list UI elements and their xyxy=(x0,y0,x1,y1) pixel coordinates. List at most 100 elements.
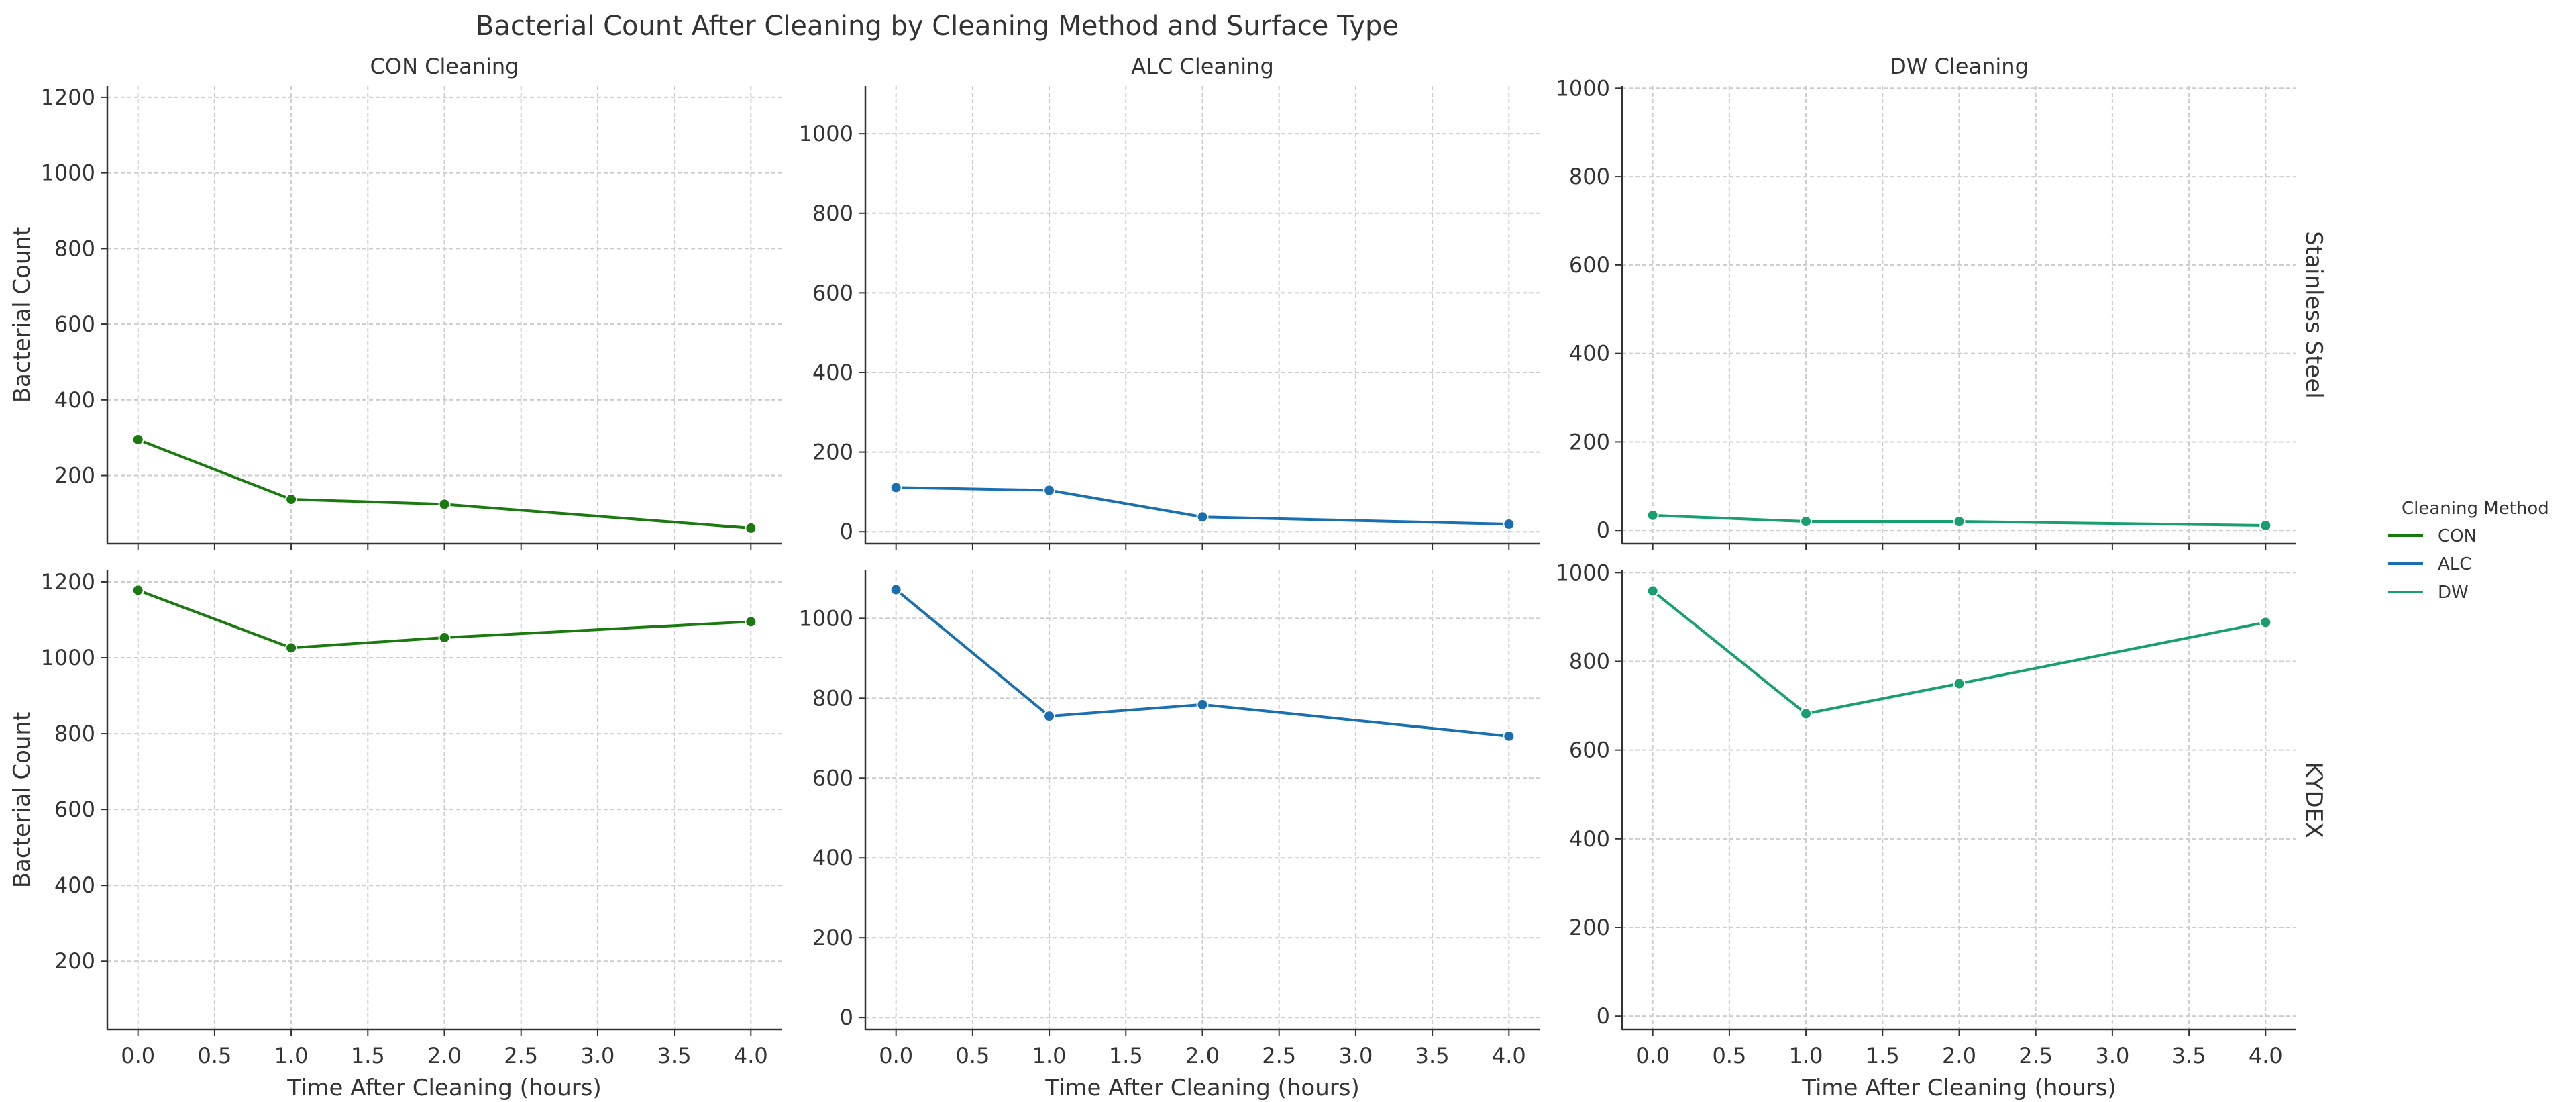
chart-title: Bacterial Count After Cleaning by Cleani… xyxy=(476,11,1399,42)
facet-panel: 0.0 0.5 1.0 1.5 2.0 2.5 3.0 3.5 4.0 200 400 600 800 1… xyxy=(9,569,782,1101)
y-tick-label: 600 xyxy=(812,765,853,791)
data-point xyxy=(131,434,144,446)
data-point xyxy=(1953,677,1966,690)
series-line xyxy=(1652,513,2266,527)
data-point xyxy=(285,493,298,506)
series-line xyxy=(137,438,751,530)
y-tick-label: 400 xyxy=(54,387,95,413)
x-tick-label: 2.0 xyxy=(427,1043,462,1068)
y-tick-label: 200 xyxy=(812,925,853,950)
y-tick-label: 1200 xyxy=(41,85,95,110)
data-point xyxy=(1646,509,1659,521)
y-tick-label: 200 xyxy=(54,948,95,974)
y-tick-label: 1000 xyxy=(41,160,95,186)
data-point xyxy=(1196,511,1209,523)
x-tick-label: 3.0 xyxy=(2095,1043,2129,1068)
x-tick-label: 4.0 xyxy=(734,1043,768,1068)
x-tick-label: 0.5 xyxy=(955,1043,989,1068)
y-tick-label: 200 xyxy=(1569,915,1610,940)
y-tick-label: 400 xyxy=(812,845,853,870)
data-point xyxy=(890,481,902,494)
y-tick-label: 400 xyxy=(1569,826,1610,852)
y-tick-label: 200 xyxy=(54,463,95,489)
x-tick-label: 3.5 xyxy=(2172,1043,2206,1068)
x-tick-label: 2.5 xyxy=(2019,1043,2053,1068)
y-tick-label: 600 xyxy=(812,280,853,305)
data-point xyxy=(2259,616,2272,629)
facet-panels: 200 400 600 800 1000 1200 CON Cleaning Bacteria… xyxy=(9,54,2327,1101)
y-tick-label: 1000 xyxy=(1556,75,1610,101)
x-tick-label: 0.5 xyxy=(197,1043,231,1068)
x-tick-label: 1.5 xyxy=(351,1043,385,1068)
y-tick-label: 800 xyxy=(54,236,95,261)
x-tick-label: 4.0 xyxy=(2249,1043,2283,1068)
data-point xyxy=(1043,710,1056,723)
x-tick-label: 3.5 xyxy=(657,1043,692,1068)
x-tick-label: 0.0 xyxy=(121,1043,155,1068)
y-tick-label: 800 xyxy=(1569,648,1610,674)
data-point xyxy=(285,642,298,654)
x-tick-label: 0.5 xyxy=(1712,1043,1746,1068)
y-tick-label: 1000 xyxy=(799,121,853,146)
y-tick-label: 800 xyxy=(812,685,853,711)
y-tick-label: 800 xyxy=(812,201,853,226)
panel-title: CON Cleaning xyxy=(370,54,519,79)
legend: Cleaning Method CON ALC DW xyxy=(2388,499,2549,603)
data-point xyxy=(1800,707,1813,720)
x-tick-label: 3.0 xyxy=(1338,1043,1373,1068)
y-tick-label: 1000 xyxy=(41,645,95,670)
y-tick-label: 800 xyxy=(54,721,95,746)
y-axis-label: Bacterial Count xyxy=(9,227,36,403)
data-point xyxy=(1503,517,1515,530)
y-tick-label: 1000 xyxy=(799,605,853,631)
x-tick-label: 1.5 xyxy=(1866,1043,1900,1068)
x-tick-label: 0.0 xyxy=(1635,1043,1670,1068)
y-tick-label: 0 xyxy=(840,519,853,544)
legend-title: Cleaning Method xyxy=(2402,499,2549,519)
panel-title: DW Cleaning xyxy=(1890,54,2029,79)
x-tick-label: 3.5 xyxy=(1415,1043,1450,1068)
data-point xyxy=(745,521,757,534)
y-tick-label: 200 xyxy=(1569,429,1610,454)
y-tick-label: 0 xyxy=(1597,1003,1610,1029)
x-tick-label: 2.0 xyxy=(1942,1043,1976,1068)
x-tick-label: 2.5 xyxy=(1262,1043,1296,1068)
facet-panel: 0 200 400 600 800 1000 ALC Cleaning xyxy=(799,54,1540,550)
facet-panel: 0.0 0.5 1.0 1.5 2.0 2.5 3.0 3.5 4.0 0 200 400 600 800… xyxy=(1556,560,2327,1101)
y-tick-label: 600 xyxy=(54,311,95,337)
data-point xyxy=(1646,585,1659,597)
legend-item-label: ALC xyxy=(2438,554,2471,574)
x-tick-label: 3.0 xyxy=(580,1043,614,1068)
series-line xyxy=(896,486,1509,525)
x-tick-label: 1.5 xyxy=(1109,1043,1143,1068)
y-tick-label: 1000 xyxy=(1556,560,1610,585)
y-tick-label: 600 xyxy=(1569,252,1610,278)
y-tick-label: 400 xyxy=(812,360,853,385)
data-point xyxy=(745,615,757,628)
x-tick-label: 1.0 xyxy=(274,1043,309,1068)
facet-panel: 0.0 0.5 1.0 1.5 2.0 2.5 3.0 3.5 4.0 0 200 400 600 800… xyxy=(799,570,1540,1101)
x-tick-label: 2.5 xyxy=(504,1043,538,1068)
legend-item-label: CON xyxy=(2438,526,2477,546)
y-tick-label: 600 xyxy=(1569,738,1610,763)
row-facet-label: Stainless Steel xyxy=(2300,231,2327,399)
x-tick-label: 2.0 xyxy=(1185,1043,1220,1068)
y-tick-label: 600 xyxy=(54,797,95,822)
facet-panel: 0 200 400 600 800 1000 DW Cleaning Stainless St… xyxy=(1556,54,2327,550)
series-line xyxy=(895,589,1509,738)
y-tick-label: 0 xyxy=(1597,517,1610,543)
y-tick-label: 1200 xyxy=(41,569,95,595)
y-axis-label: Bacterial Count xyxy=(9,712,36,889)
y-tick-label: 400 xyxy=(54,872,95,898)
data-point xyxy=(2259,519,2272,532)
y-tick-label: 800 xyxy=(1569,164,1610,189)
panel-title: ALC Cleaning xyxy=(1131,54,1274,79)
y-tick-label: 200 xyxy=(812,440,853,465)
data-point xyxy=(1800,515,1813,528)
y-tick-label: 400 xyxy=(1569,341,1610,366)
x-axis-label: Time After Cleaning (hours) xyxy=(1801,1074,2116,1101)
x-tick-label: 0.0 xyxy=(879,1043,913,1068)
data-point xyxy=(1953,515,1966,528)
